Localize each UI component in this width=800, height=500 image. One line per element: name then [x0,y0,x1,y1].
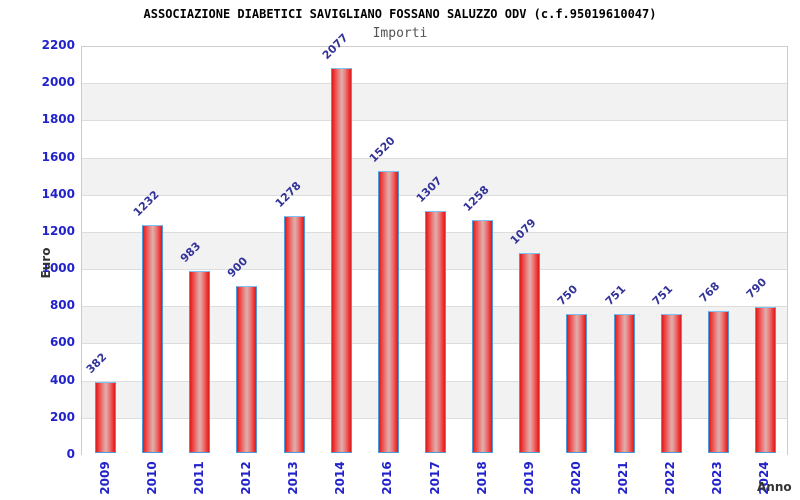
y-tick-label: 1600 [41,149,75,164]
bar-2019 [519,252,541,453]
bar-2010 [142,224,164,453]
y-tick-label: 600 [49,335,75,350]
chart-subtitle: Importi [372,26,428,41]
y-tick-label: 2200 [41,38,75,52]
plot-area: 382 1232 983 900 1278 2077 1520 1307 1258 1079 750… [81,31,788,456]
y-tick-label: 1800 [41,112,75,127]
y-tick-label: 400 [49,372,75,387]
y-tick-label: 200 [49,409,75,424]
x-tick-label-2011: 2011 [191,461,206,495]
x-tick-label-2013: 2013 [286,461,301,495]
y-tick-label: 0 [66,447,75,461]
bar-2022 [660,313,682,453]
y-axis-title: Euro [39,247,53,279]
grid-band [82,47,787,85]
grid-band [82,121,787,159]
y-tick-label: 800 [49,298,75,313]
grid-band [82,158,787,196]
bar-2020 [566,313,588,453]
x-tick-label-2023: 2023 [710,461,725,495]
bar-2018 [472,219,494,453]
y-tick-label: 2000 [41,75,75,90]
y-tick-label: 1000 [41,261,75,276]
chart-title: ASSOCIAZIONE DIABETICI SAVIGLIANO FOSSAN… [143,7,657,21]
bar-2014 [330,67,352,453]
bar-2017 [425,210,446,453]
x-tick-label-2019: 2019 [521,461,536,495]
y-tick-label: 1400 [41,186,75,201]
bar-2009 [95,382,117,453]
grid-band [82,84,787,122]
x-tick-label-2016: 2016 [380,461,395,495]
bar-2023 [707,310,729,453]
bar-2012 [236,286,258,453]
x-tick-label-2014: 2014 [333,461,348,495]
x-tick-label-2017: 2017 [427,461,442,495]
bar-2011 [189,270,211,453]
bar-2013 [283,216,305,453]
x-tick-label-2020: 2020 [568,461,583,495]
x-tick-label-2022: 2022 [663,461,678,495]
bar-2024 [754,306,776,453]
x-tick-label-2021: 2021 [616,461,631,495]
x-tick-label-2010: 2010 [144,461,159,495]
x-tick-label-2018: 2018 [474,461,489,495]
y-tick-label: 1200 [41,223,75,238]
bar-2021 [613,313,635,453]
x-tick-label-2009: 2009 [97,461,112,495]
x-axis-title: Anno [757,480,792,494]
x-tick-label-2012: 2012 [238,461,253,495]
bar-2016 [377,171,399,453]
